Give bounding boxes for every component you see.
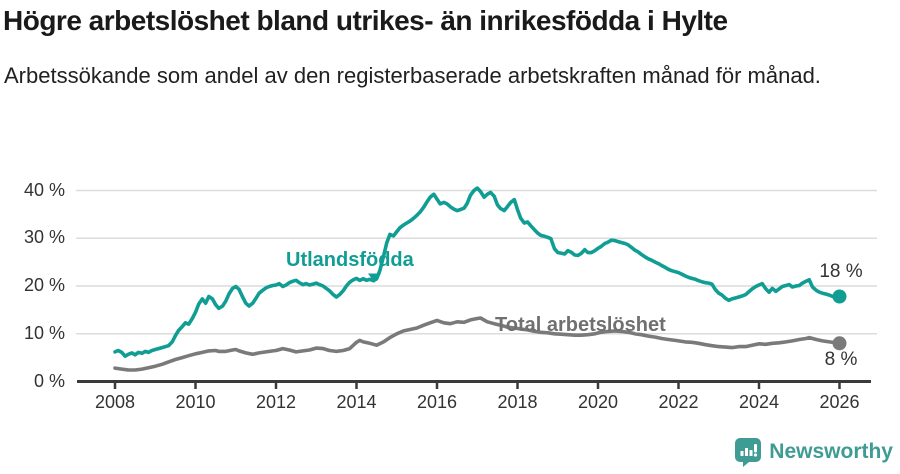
x-tick-label: 2012: [255, 392, 297, 412]
end-value-total: 8 %: [824, 349, 858, 370]
x-tick-label: 2014: [336, 392, 377, 412]
x-tick-label: 2024: [738, 392, 780, 412]
x-tick-label: 2010: [175, 392, 216, 412]
brand-name: Newsworthy: [769, 440, 893, 463]
y-tick-label: 0 %: [33, 370, 65, 391]
x-tick-label: 2022: [658, 392, 699, 412]
line-utlandsfodda: [113, 186, 842, 359]
y-tick-label: 40 %: [23, 179, 65, 200]
chart-subtitle: Arbetssökande som andel av den registerb…: [4, 63, 821, 88]
y-tick-label: 30 %: [23, 227, 65, 248]
y-tick-label: 10 %: [23, 322, 65, 343]
x-tick-label: 2026: [819, 392, 860, 412]
end-dot-utlandsfodda: [832, 289, 847, 304]
x-tick-label: 2008: [94, 392, 136, 412]
brand-footer: Newsworthy: [734, 437, 893, 467]
x-tick-label: 2016: [416, 392, 458, 412]
line-total-arbetsloshet: [113, 316, 842, 372]
series-end-dots: [832, 289, 847, 351]
x-tick-label: 2018: [497, 392, 538, 412]
end-dot-total: [832, 336, 847, 351]
x-tick-label: 2020: [577, 392, 619, 412]
y-tick-label: 20 %: [23, 275, 65, 295]
series-label-utlandsfodda: Utlandsfödda: [286, 249, 414, 271]
newsworthy-logo-icon: [735, 438, 762, 467]
series-lines: [113, 186, 842, 372]
end-value-utlandsfodda: 18 %: [819, 261, 863, 282]
x-axis: [77, 380, 871, 389]
page-title: Högre arbetslöshet bland utrikes- än inr…: [3, 5, 728, 36]
label-pointer-caret: [368, 273, 381, 283]
series-label-total: Total arbetslöshet: [495, 314, 666, 336]
